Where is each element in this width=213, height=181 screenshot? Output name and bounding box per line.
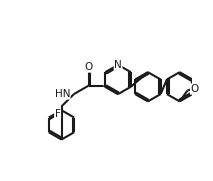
- Text: O: O: [85, 62, 93, 72]
- Text: O: O: [190, 84, 199, 94]
- Text: F: F: [55, 109, 60, 119]
- Text: N: N: [114, 60, 122, 70]
- Text: HN: HN: [55, 89, 70, 99]
